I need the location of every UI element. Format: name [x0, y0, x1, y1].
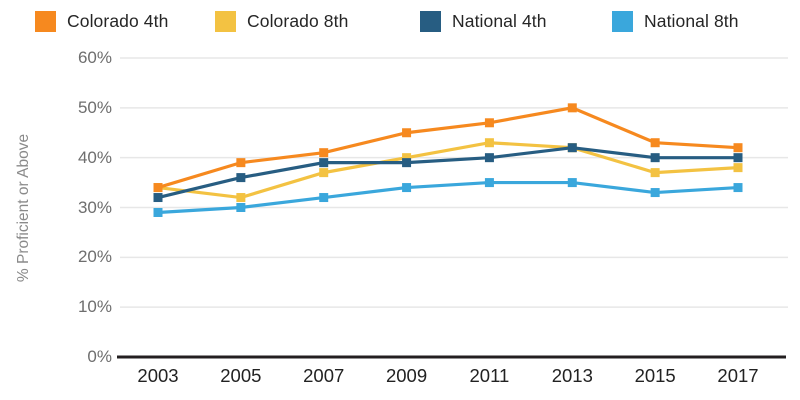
marker-colorado-4th — [402, 128, 412, 138]
series-line-colorado-4th — [157, 106, 739, 190]
legend-item-national-8th: National 8th — [612, 9, 739, 33]
marker-national-4th — [319, 158, 329, 168]
marker-colorado-4th — [484, 118, 494, 128]
marker-national-8th — [402, 183, 412, 193]
marker-national-4th — [153, 193, 163, 203]
x-tick-label: 2007 — [303, 365, 345, 386]
marker-colorado-8th — [733, 163, 743, 173]
legend-label-colorado-4th: Colorado 4th — [67, 10, 169, 31]
marker-national-4th — [236, 173, 246, 183]
marker-colorado-4th — [567, 103, 577, 113]
x-tick-label: 2011 — [469, 365, 510, 386]
marker-national-8th — [733, 183, 743, 193]
x-tick-label: 2015 — [634, 365, 676, 386]
x-tick-label: 2003 — [137, 365, 179, 386]
y-tick-label: 60% — [77, 48, 112, 67]
marker-colorado-4th — [650, 138, 660, 148]
series-line-colorado-8th — [157, 141, 739, 200]
legend-label-colorado-8th: Colorado 8th — [247, 10, 349, 31]
marker-colorado-8th — [484, 138, 494, 148]
marker-colorado-4th — [153, 183, 163, 193]
marker-national-8th — [484, 178, 494, 188]
legend-swatch-national-8th — [612, 10, 633, 32]
marker-colorado-8th — [319, 168, 329, 178]
marker-national-8th — [650, 188, 660, 198]
series-line-national-4th — [157, 146, 738, 200]
marker-national-8th — [567, 178, 577, 188]
marker-colorado-4th — [319, 148, 329, 158]
marker-national-4th — [567, 143, 577, 153]
legend-swatch-colorado-4th — [35, 10, 56, 32]
legend-swatch-national-4th — [420, 10, 441, 32]
y-tick-label: 30% — [77, 197, 112, 217]
marker-colorado-8th — [650, 168, 660, 178]
y-tick-label: 50% — [77, 97, 112, 117]
y-tick-label: 10% — [77, 297, 112, 317]
y-tick-label: 40% — [77, 147, 112, 167]
marker-colorado-4th — [236, 158, 246, 168]
legend-label-national-4th: National 4th — [452, 10, 547, 31]
legend-item-colorado-4th: Colorado 4th — [35, 9, 168, 33]
marker-colorado-8th — [402, 153, 412, 163]
x-tick-label: 2005 — [220, 365, 262, 386]
series-line-national-8th — [157, 180, 739, 215]
x-tick-label: 2017 — [717, 365, 759, 386]
x-tick-label: 2009 — [385, 365, 428, 386]
marker-national-8th — [319, 193, 329, 203]
marker-national-8th — [153, 207, 163, 217]
marker-national-4th — [733, 153, 743, 163]
marker-national-4th — [650, 153, 660, 163]
legend-swatch-colorado-8th — [215, 10, 236, 32]
x-tick-label: 2013 — [551, 365, 593, 386]
marker-national-4th — [402, 158, 412, 168]
marker-colorado-8th — [236, 193, 246, 203]
marker-colorado-4th — [733, 143, 743, 153]
legend-label-national-8th: National 8th — [644, 10, 739, 31]
marker-national-8th — [236, 203, 246, 212]
y-tick-label: 20% — [77, 247, 112, 267]
legend-item-colorado-8th: Colorado 8th — [215, 9, 348, 33]
legend-item-national-4th: National 4th — [420, 9, 547, 33]
marker-national-4th — [484, 153, 494, 163]
y-tick-label: 0% — [87, 347, 112, 366]
